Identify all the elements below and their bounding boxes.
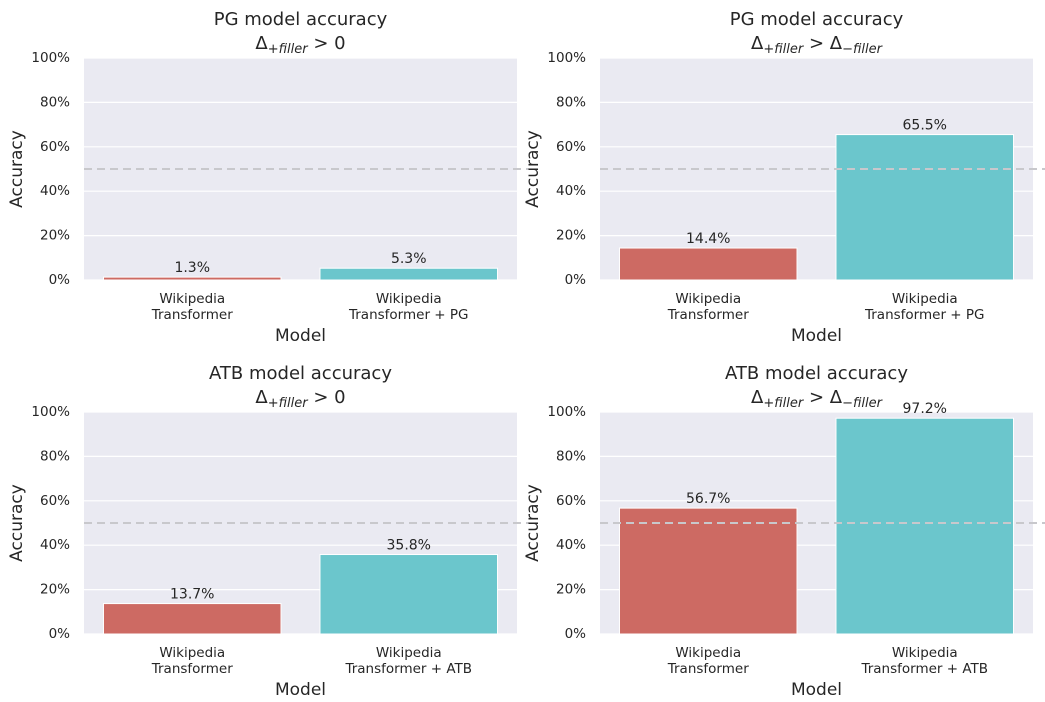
y-tick-label: 20% bbox=[40, 228, 70, 244]
y-tick-label: 40% bbox=[40, 183, 70, 199]
value-label: 56.7% bbox=[686, 491, 730, 507]
y-tick-label: 100% bbox=[31, 50, 70, 66]
y-tick-label: 40% bbox=[556, 537, 586, 553]
chart-title: PG model accuracy bbox=[214, 9, 388, 30]
y-tick-label: 40% bbox=[556, 183, 586, 199]
subtitle-part: −filler bbox=[842, 396, 884, 411]
y-axis-label: Accuracy bbox=[523, 130, 543, 208]
value-label: 5.3% bbox=[391, 251, 427, 267]
subtitle-part: > Δ bbox=[803, 387, 843, 408]
x-axis-label: Model bbox=[791, 680, 842, 700]
y-tick-label: 100% bbox=[547, 50, 586, 66]
y-tick-label: 80% bbox=[556, 448, 586, 464]
y-tick-label: 20% bbox=[556, 582, 586, 598]
value-label: 13.7% bbox=[170, 587, 214, 603]
bar bbox=[835, 134, 1015, 281]
subtitle-part: −filler bbox=[842, 42, 884, 57]
y-tick-label: 20% bbox=[40, 582, 70, 598]
x-tick-label: Wikipedia bbox=[376, 645, 442, 661]
subtitle-part: +filler bbox=[268, 42, 310, 57]
y-tick-label: 60% bbox=[40, 493, 70, 509]
y-tick-label: 0% bbox=[565, 626, 587, 642]
chart-subtitle: Δ+filler > Δ−filler bbox=[751, 387, 884, 411]
chart-title: ATB model accuracy bbox=[725, 363, 908, 384]
x-tick-label: Transformer + PG bbox=[348, 307, 469, 323]
subtitle-part: Δ bbox=[751, 387, 764, 408]
x-tick-label: Transformer bbox=[667, 661, 749, 677]
chart-subtitle: Δ+filler > Δ−filler bbox=[751, 33, 884, 57]
y-axis-label: Accuracy bbox=[7, 484, 27, 562]
subtitle-part: > 0 bbox=[308, 387, 346, 408]
subtitle-part: Δ bbox=[751, 33, 764, 54]
y-tick-label: 60% bbox=[556, 493, 586, 509]
y-tick-label: 0% bbox=[49, 272, 71, 288]
chart-title: PG model accuracy bbox=[730, 9, 904, 30]
bar bbox=[618, 247, 798, 281]
y-axis-label: Accuracy bbox=[523, 484, 543, 562]
bar bbox=[319, 554, 499, 635]
x-tick-label: Transformer + ATB bbox=[860, 661, 988, 677]
y-tick-label: 80% bbox=[40, 94, 70, 110]
bar bbox=[319, 267, 499, 281]
value-label: 1.3% bbox=[174, 260, 210, 276]
value-label: 65.5% bbox=[903, 118, 947, 134]
chart-title: ATB model accuracy bbox=[209, 363, 392, 384]
subtitle-part: > Δ bbox=[803, 33, 843, 54]
bar bbox=[618, 507, 798, 635]
x-tick-label: Transformer + ATB bbox=[344, 661, 472, 677]
subtitle-part: Δ bbox=[255, 387, 268, 408]
chart-subtitle: Δ+filler > 0 bbox=[255, 387, 345, 411]
subtitle-part: Δ bbox=[255, 33, 268, 54]
value-label: 97.2% bbox=[903, 401, 947, 417]
bar bbox=[102, 276, 282, 281]
x-tick-label: Wikipedia bbox=[376, 291, 442, 307]
y-axis-label: Accuracy bbox=[7, 130, 27, 208]
subtitle-part: +filler bbox=[763, 396, 805, 411]
value-label: 14.4% bbox=[686, 231, 730, 247]
y-tick-label: 60% bbox=[40, 139, 70, 155]
x-tick-label: Transformer bbox=[667, 307, 749, 323]
y-tick-label: 80% bbox=[556, 94, 586, 110]
x-axis-label: Model bbox=[275, 680, 326, 700]
chart-subtitle: Δ+filler > 0 bbox=[255, 33, 345, 57]
x-tick-label: Transformer bbox=[151, 307, 233, 323]
y-tick-label: 40% bbox=[40, 537, 70, 553]
bar bbox=[835, 417, 1015, 635]
x-tick-label: Wikipedia bbox=[159, 291, 225, 307]
x-tick-label: Wikipedia bbox=[892, 291, 958, 307]
y-tick-label: 0% bbox=[49, 626, 71, 642]
bar bbox=[102, 603, 282, 635]
y-tick-label: 20% bbox=[556, 228, 586, 244]
y-tick-label: 100% bbox=[31, 404, 70, 420]
x-tick-label: Wikipedia bbox=[159, 645, 225, 661]
x-tick-label: Transformer bbox=[151, 661, 233, 677]
x-tick-label: Wikipedia bbox=[892, 645, 958, 661]
y-tick-label: 100% bbox=[547, 404, 586, 420]
x-tick-label: Wikipedia bbox=[675, 645, 741, 661]
x-tick-label: Transformer + PG bbox=[864, 307, 985, 323]
subtitle-part: > 0 bbox=[308, 33, 346, 54]
value-label: 35.8% bbox=[387, 538, 431, 554]
subtitle-part: +filler bbox=[763, 42, 805, 57]
y-tick-label: 60% bbox=[556, 139, 586, 155]
x-axis-label: Model bbox=[791, 326, 842, 346]
y-tick-label: 80% bbox=[40, 448, 70, 464]
subtitle-part: +filler bbox=[268, 396, 310, 411]
y-tick-label: 0% bbox=[565, 272, 587, 288]
x-tick-label: Wikipedia bbox=[675, 291, 741, 307]
x-axis-label: Model bbox=[275, 326, 326, 346]
